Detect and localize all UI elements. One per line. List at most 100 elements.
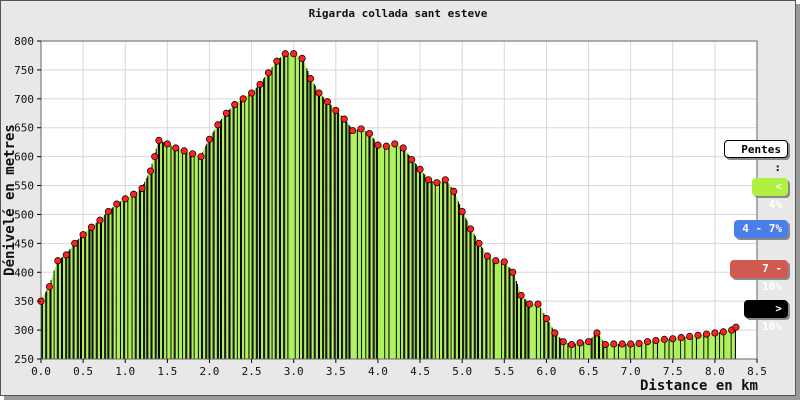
slope-segment: [348, 124, 350, 359]
slope-segment: [703, 334, 705, 359]
slope-segment: [82, 234, 84, 359]
slope-segment: [103, 215, 105, 359]
x-tick-label: 4.5: [410, 365, 430, 378]
slope-segment: [344, 119, 346, 360]
slope-segment: [642, 342, 644, 359]
slope-segment: [368, 132, 370, 359]
slope-segment: [466, 220, 468, 359]
elevation-point: [239, 95, 247, 103]
slope-segment: [712, 333, 714, 359]
slope-segment: [409, 156, 411, 359]
slope-segment: [571, 344, 573, 359]
slope-segment: [216, 124, 218, 359]
slope-segment: [668, 338, 670, 359]
slope-segment: [267, 72, 269, 360]
slope-segment: [614, 343, 616, 359]
slope-segment: [252, 90, 254, 360]
slope-segment: [560, 338, 562, 359]
slope-segment: [430, 180, 432, 359]
slope-segment: [113, 205, 115, 359]
slope-segment: [620, 343, 622, 359]
slope-segment: [350, 127, 352, 360]
elevation-point: [458, 208, 466, 216]
slope-segment: [258, 84, 261, 359]
slope-segment: [457, 201, 460, 359]
slope-segment: [334, 109, 336, 359]
elevation-point: [526, 300, 534, 308]
slope-segment: [397, 145, 399, 359]
slope-segment: [172, 146, 174, 359]
slope-segment: [536, 304, 538, 359]
slope-segment: [163, 142, 165, 359]
slope-segment: [111, 207, 113, 359]
slope-segment: [533, 304, 535, 359]
slope-segment: [464, 215, 466, 359]
slope-segment: [606, 344, 608, 359]
slope-segment: [649, 341, 651, 359]
slope-segment: [156, 144, 158, 359]
slope-segment: [215, 126, 217, 359]
elevation-point: [332, 106, 340, 114]
slope-segment: [652, 340, 654, 359]
slope-segment: [142, 186, 144, 359]
slope-segment: [116, 203, 118, 359]
slope-segment: [519, 289, 521, 359]
slope-segment: [309, 76, 311, 359]
slope-segment: [321, 95, 323, 360]
slope-segment: [295, 54, 297, 359]
slope-segment: [391, 144, 393, 359]
slope-segment: [293, 53, 295, 359]
elevation-point: [686, 332, 694, 341]
slope-segment: [136, 191, 138, 359]
slope-segment: [500, 261, 502, 359]
slope-segment: [449, 185, 451, 359]
slope-segment: [386, 145, 388, 359]
slope-segment: [63, 256, 65, 359]
slope-segment: [255, 87, 257, 359]
slope-segment: [110, 208, 112, 359]
slope-segment: [357, 129, 359, 359]
slope-segment: [529, 304, 531, 359]
slope-segment: [114, 204, 116, 359]
slope-segment: [513, 275, 515, 359]
elevation-point: [584, 338, 593, 346]
elevation-point: [618, 340, 626, 348]
slope-segment: [621, 343, 623, 359]
x-tick-label: 6.0: [536, 365, 556, 378]
slope-segment: [54, 267, 56, 359]
slope-segment: [176, 148, 178, 359]
slope-segment: [688, 336, 690, 359]
slope-segment: [224, 114, 226, 359]
slope-segment: [694, 335, 696, 359]
slope-segment: [236, 102, 238, 359]
slope-segment: [97, 221, 99, 359]
slope-segment: [556, 335, 558, 359]
slope-segment: [148, 173, 150, 359]
slope-segment: [124, 198, 126, 359]
slope-segment: [710, 333, 712, 359]
slope-segment: [690, 336, 692, 359]
slope-segment: [523, 297, 525, 359]
slope-segment: [87, 229, 89, 359]
slope-segment: [635, 343, 637, 359]
slope-segment: [384, 145, 386, 359]
slope-segment: [661, 339, 663, 359]
slope-segment: [105, 213, 107, 359]
slope-segment: [308, 73, 310, 359]
x-tick-label: 8.5: [747, 365, 767, 378]
slope-segment: [367, 132, 369, 359]
slope-segment: [394, 143, 396, 359]
elevation-point: [732, 323, 740, 331]
slope-segment: [235, 103, 237, 360]
slope-segment: [512, 272, 514, 359]
slope-segment: [497, 260, 500, 359]
slope-segment: [514, 278, 516, 359]
slope-segment: [170, 145, 172, 359]
slope-segment: [380, 145, 382, 359]
slope-segment: [448, 184, 450, 359]
slope-segment: [604, 343, 606, 359]
slope-segment: [610, 344, 612, 359]
slope-segment: [476, 239, 478, 359]
elevation-point: [677, 334, 685, 342]
slope-segment: [241, 99, 243, 360]
